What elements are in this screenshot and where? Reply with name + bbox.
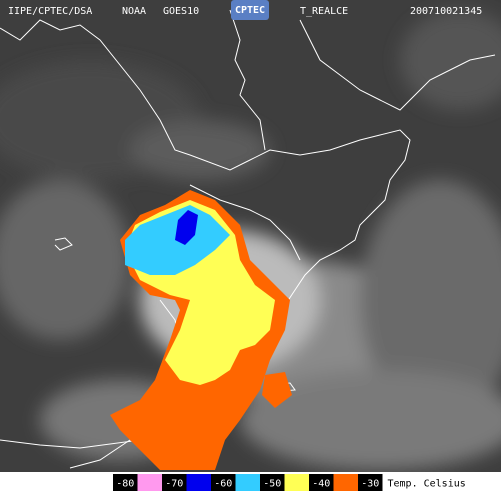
- legend-label-box: [260, 474, 285, 491]
- legend-swatch: [186, 474, 211, 491]
- legend-label: -60: [214, 479, 232, 490]
- legend-label: -30: [361, 479, 379, 490]
- legend-label-box: [162, 474, 187, 491]
- legend-swatch: [137, 474, 162, 491]
- legend-label: -70: [165, 479, 183, 490]
- legend-label: -80: [116, 479, 134, 490]
- cold-cloud-tops: [110, 190, 292, 470]
- header-satellite: GOES10: [163, 6, 199, 17]
- legend-label-box: [358, 474, 383, 491]
- header-source: IIPE/CPTEC/DSA: [8, 6, 92, 17]
- header-agency: NOAA: [122, 6, 146, 17]
- legend-title: Temp. Celsius: [388, 479, 466, 490]
- header-timestamp: 200710021345: [410, 6, 482, 17]
- logo: CPTEC: [235, 5, 265, 16]
- legend-label: -50: [263, 479, 281, 490]
- legend-label-box: [113, 474, 138, 491]
- coastlines-borders: [0, 9, 496, 469]
- legend-swatch: [284, 474, 309, 491]
- legend-label-box: [211, 474, 236, 491]
- legend-label: -40: [312, 479, 330, 490]
- legend-label-box: [309, 474, 334, 491]
- logo-box: [231, 0, 269, 20]
- legend-swatch: [235, 474, 260, 491]
- legend: -80 -70 -60 -50 -40 -30 Temp. Celsius: [113, 474, 466, 491]
- legend-swatch: [333, 474, 358, 491]
- header-product: T_REALCE: [300, 6, 348, 17]
